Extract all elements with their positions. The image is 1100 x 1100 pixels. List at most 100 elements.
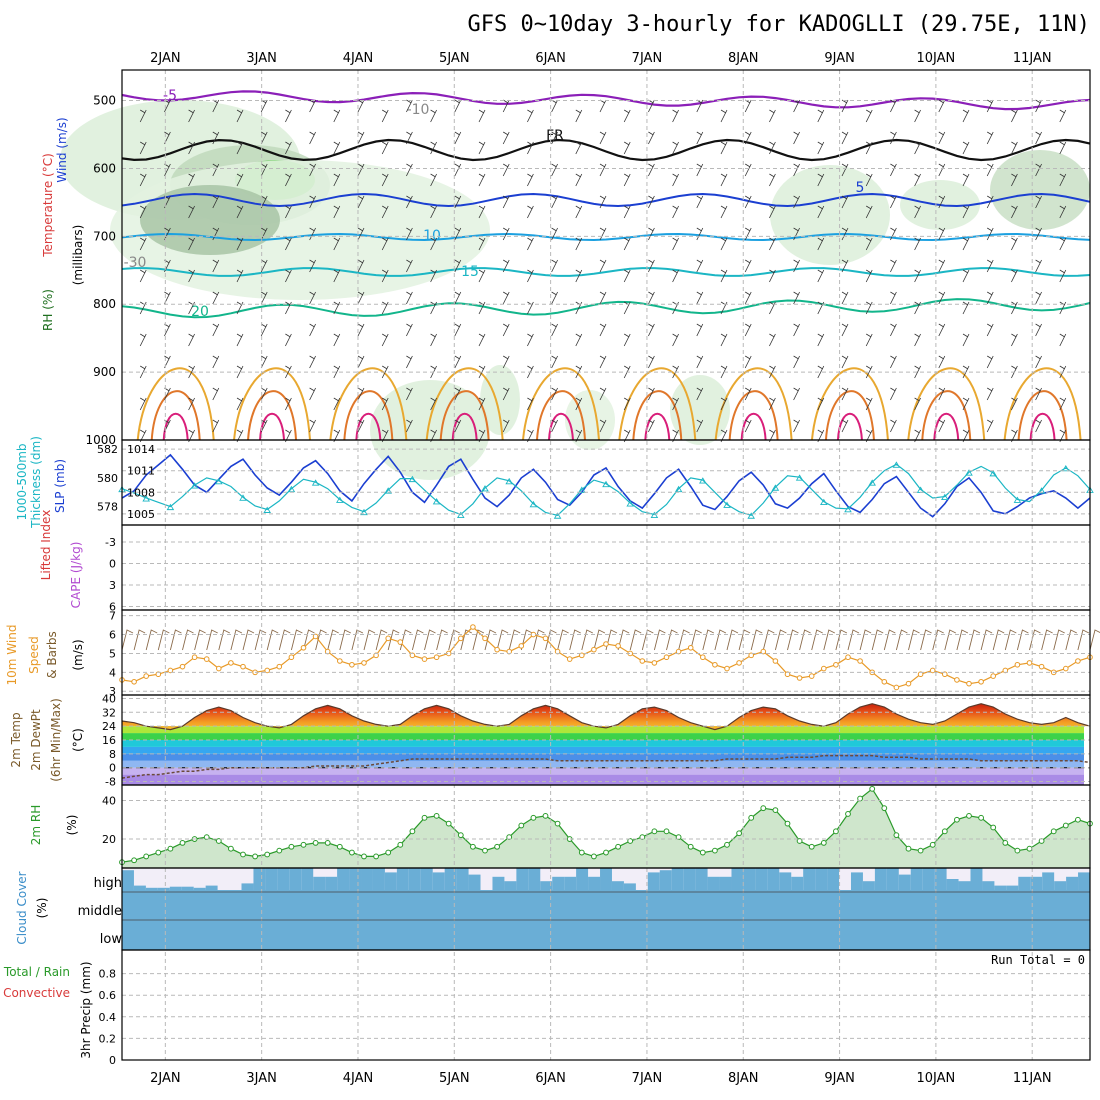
wind-speed-point xyxy=(954,677,960,683)
wind-speed-point xyxy=(772,658,779,664)
wind-barb xyxy=(599,195,607,209)
wind-barb xyxy=(890,355,897,369)
wind-barb xyxy=(188,109,195,123)
cape-label-b: CAPE (J/kg) xyxy=(69,542,83,609)
rh-point xyxy=(845,811,851,817)
wind-barb xyxy=(551,131,558,145)
wind-barb xyxy=(527,205,534,219)
rh-point xyxy=(724,841,730,848)
wind-barb xyxy=(1059,333,1067,347)
cloud-high-bar xyxy=(396,868,410,892)
wind-barb xyxy=(865,365,873,379)
wind-barb xyxy=(139,205,147,219)
rh-point xyxy=(240,851,246,858)
wind-speed-point xyxy=(276,663,283,670)
rh-point xyxy=(651,828,658,835)
wind-10m-barb xyxy=(968,629,981,651)
wind-barb xyxy=(1011,397,1018,411)
wind-speed-point xyxy=(288,654,295,661)
wind-barb xyxy=(744,355,752,369)
wind-barb xyxy=(357,323,365,337)
wind-barb xyxy=(938,323,946,337)
rh2m-label-a: 2m RH xyxy=(29,805,43,846)
cape-label-a: Lifted Index xyxy=(39,510,53,581)
wind-barb xyxy=(769,141,776,155)
wind-10m-barb xyxy=(290,629,303,651)
wind-tick: 5 xyxy=(109,647,116,660)
rh-point xyxy=(373,853,380,860)
wind-speed-point xyxy=(579,652,585,659)
wind-10m-barb xyxy=(629,629,642,651)
rh-point xyxy=(167,845,174,852)
cloud-high-bar xyxy=(588,876,601,892)
wind-barb xyxy=(623,109,631,123)
rh-point xyxy=(542,812,549,819)
wind-10m-barb xyxy=(641,629,654,651)
wind-speed-point xyxy=(857,658,863,664)
wind-10m-barb xyxy=(617,629,630,651)
wind-barb xyxy=(648,259,655,273)
wind-barb xyxy=(890,419,897,433)
wind-speed-point xyxy=(591,646,597,653)
wind-10m-barb xyxy=(157,629,170,651)
rh-point xyxy=(760,805,767,812)
wind-barb xyxy=(430,109,437,123)
wind-barb xyxy=(1035,323,1042,337)
wind-barb xyxy=(575,333,583,347)
cloud-high-bg xyxy=(157,868,171,890)
rh-point xyxy=(264,851,271,858)
wind-barb xyxy=(914,205,921,219)
wind-barb xyxy=(285,173,292,187)
temp-tick: 8 xyxy=(109,748,116,761)
wind-barb xyxy=(260,131,268,145)
wind-barb xyxy=(1011,141,1018,155)
wind-barb xyxy=(333,237,341,251)
wind-barb xyxy=(551,419,558,433)
wind-barb xyxy=(285,365,292,379)
wind-barb xyxy=(575,173,583,187)
temperature-contour xyxy=(121,90,1091,111)
wind-speed-point xyxy=(893,684,900,691)
wind-barb xyxy=(938,291,946,305)
wind-barb xyxy=(938,195,946,209)
wind-barb xyxy=(333,333,341,347)
slp-marker xyxy=(166,503,175,511)
wind-barb xyxy=(720,141,728,155)
cloud-high-bar xyxy=(564,876,577,892)
rh-point xyxy=(578,849,585,856)
rh-point xyxy=(784,820,791,827)
wind-speed-point xyxy=(482,635,488,642)
cloud-high-bar xyxy=(743,868,756,892)
boundary-layer-contour xyxy=(535,390,586,441)
rh-point xyxy=(978,814,984,821)
wind-barb xyxy=(260,355,268,369)
rh-point xyxy=(143,853,150,860)
cloud-high-bar xyxy=(468,874,482,892)
wind-barb xyxy=(696,419,704,433)
wind-barb xyxy=(769,333,776,347)
wind-barb xyxy=(623,397,631,411)
wind-10m-barb xyxy=(908,629,920,651)
cloud-high-bar xyxy=(504,881,517,892)
wind-10m-barb xyxy=(823,629,836,651)
slp-marker xyxy=(941,493,949,501)
wind-barb xyxy=(962,141,970,155)
cloud-high-bg xyxy=(480,868,493,890)
wind-speed-point xyxy=(361,660,367,666)
wind-barb xyxy=(914,109,921,123)
wind-barb xyxy=(672,141,679,155)
wind-barb xyxy=(502,387,510,401)
wind-barb xyxy=(817,269,825,283)
wind-barb xyxy=(914,141,921,155)
wind-barb xyxy=(865,109,873,123)
wind-barb xyxy=(188,141,195,155)
wind-barb xyxy=(575,237,583,251)
rh-point xyxy=(1014,847,1021,854)
wind-speed-point xyxy=(518,643,525,649)
panel-frame xyxy=(121,609,1091,696)
temp2m-label-d: (°C) xyxy=(71,728,85,752)
x-label-top: 9JAN xyxy=(824,51,855,66)
wind-barb xyxy=(357,259,365,273)
wind-10m-barb xyxy=(787,629,799,651)
wind-barb xyxy=(865,269,873,283)
